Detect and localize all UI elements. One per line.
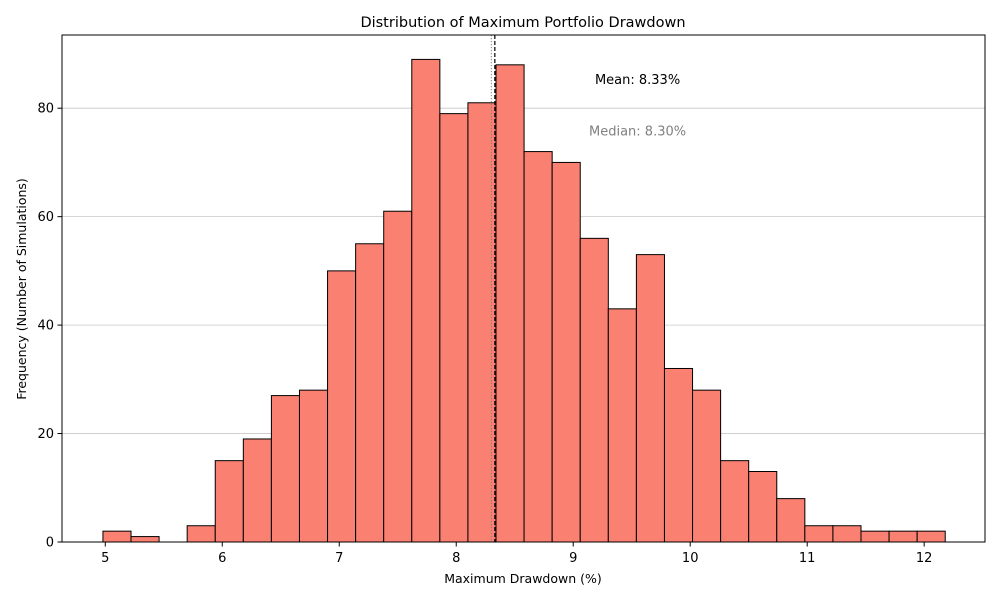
x-tick-label: 10: [682, 551, 699, 566]
histogram-bar: [888, 530, 918, 543]
histogram-bar: [327, 270, 357, 543]
y-tick-label: 80: [37, 102, 54, 117]
y-tick-label: 40: [37, 319, 54, 334]
histogram-bar: [635, 254, 665, 543]
histogram-bar: [748, 471, 778, 543]
chart-title: Distribution of Maximum Portfolio Drawdo…: [360, 15, 685, 31]
histogram-bar: [411, 58, 441, 543]
y-tick-label: 20: [37, 427, 54, 442]
histogram-bar: [102, 530, 132, 543]
histogram-bar: [663, 367, 694, 543]
x-tick-label: 8: [452, 551, 460, 566]
histogram-bar: [186, 525, 216, 543]
mean-annotation: Mean: 8.33%: [595, 73, 680, 88]
x-tick-label: 11: [799, 551, 816, 566]
histogram-bar: [214, 460, 244, 543]
plot-frame: [61, 34, 986, 543]
histogram-bar: [439, 113, 469, 543]
histogram-bar: [916, 530, 946, 543]
x-tick-label: 5: [101, 551, 109, 566]
x-tick-label: 6: [218, 551, 226, 566]
histogram-bar: [270, 395, 300, 543]
median-annotation: Median: 8.30%: [589, 124, 686, 139]
annotations: Mean: 8.33% Median: 8.30%: [589, 73, 686, 140]
x-tick-label: 7: [335, 551, 343, 566]
x-tick-label: 12: [916, 551, 933, 566]
histogram-bar: [692, 389, 722, 543]
axes: 5 6 7 8 9 10 11 12 0 20 40 60 80: [37, 34, 986, 566]
histogram-bar: [860, 530, 890, 543]
histogram-bar: [495, 64, 525, 543]
x-tick-label: 9: [569, 551, 577, 566]
histogram-bar: [832, 525, 862, 543]
histogram-bar: [242, 438, 272, 543]
x-axis-label: Maximum Drawdown (%): [444, 571, 602, 586]
histogram-bar: [804, 525, 834, 543]
histogram-bar: [467, 102, 497, 543]
histogram-bar: [776, 498, 806, 543]
histogram-bar: [579, 237, 609, 543]
reference-lines: [490, 35, 496, 542]
histogram-bar: [130, 536, 160, 543]
histogram-bar: [355, 243, 385, 543]
histogram-bar: [298, 389, 329, 543]
histogram-bar: [383, 210, 413, 543]
histogram-bar: [720, 460, 750, 543]
histogram-bar: [523, 151, 553, 543]
y-tick-label: 60: [37, 210, 54, 225]
histogram-bars: [102, 58, 946, 543]
histogram-bar: [551, 161, 581, 543]
histogram-bar: [607, 308, 637, 543]
y-axis-label: Frequency (Number of Simulations): [14, 178, 29, 400]
y-tick-label: 0: [46, 536, 54, 551]
